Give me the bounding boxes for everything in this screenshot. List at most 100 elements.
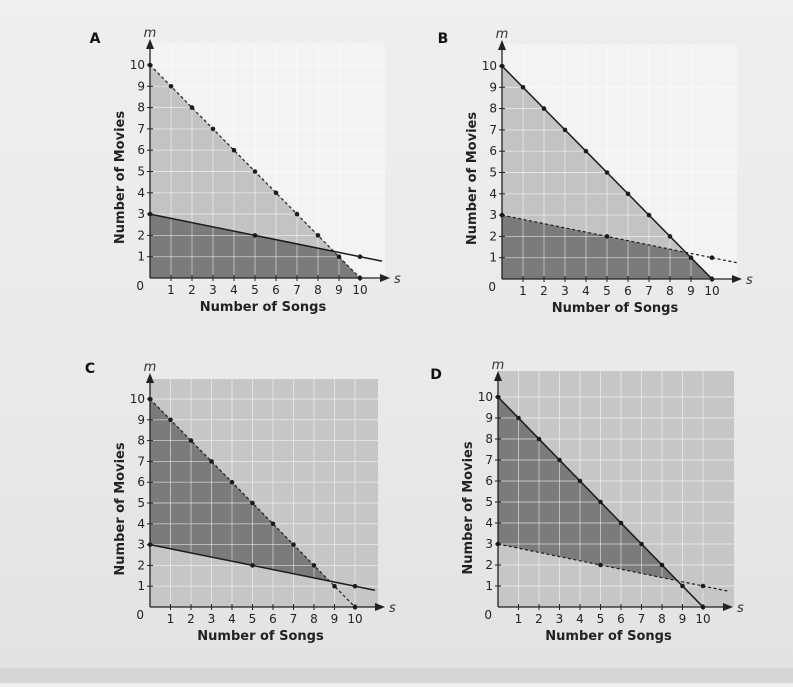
data-point (315, 233, 321, 238)
x-tick-label: 9 (687, 284, 695, 298)
data-point (659, 562, 665, 568)
data-point (639, 541, 644, 547)
data-point (168, 84, 174, 89)
y-tick-label: 8 (137, 101, 145, 115)
x-tick-label: 4 (230, 283, 238, 297)
x-tick-label: 2 (188, 283, 196, 297)
y-tick-label: 3 (137, 207, 145, 221)
y-tick-label: 8 (485, 432, 493, 446)
data-point (209, 459, 214, 464)
data-point (688, 255, 694, 260)
origin-label: 0 (136, 608, 144, 622)
data-point (680, 583, 685, 589)
x-variable-label: s (389, 601, 396, 616)
x-tick-label: 2 (535, 612, 543, 626)
data-point (147, 542, 153, 547)
data-point (250, 500, 255, 506)
y-tick-label: 5 (489, 166, 497, 180)
y-tick-label: 7 (489, 123, 497, 137)
data-point (646, 212, 652, 218)
data-point (168, 417, 173, 423)
x-variable-label: s (394, 272, 401, 287)
x-tick-label: 5 (251, 283, 259, 297)
x-tick-label: 7 (290, 612, 298, 626)
data-point (598, 499, 603, 505)
answer-choice-label: C (85, 361, 95, 377)
y-tick-label: 2 (489, 229, 497, 243)
data-point (700, 583, 706, 589)
y-tick-label: 7 (137, 122, 145, 136)
x-axis-title: Number of Songs (200, 300, 327, 315)
x-tick-label: 6 (272, 283, 280, 297)
x-tick-label: 2 (187, 612, 195, 626)
y-tick-label: 1 (137, 579, 145, 593)
data-point (147, 396, 153, 402)
y-tick-label: 1 (137, 250, 145, 264)
y-tick-label: 9 (137, 413, 145, 427)
y-tick-label: 6 (489, 144, 497, 158)
y-variable-label: m (144, 26, 157, 41)
data-point (311, 563, 317, 568)
y-tick-label: 6 (137, 475, 145, 489)
y-tick-label: 9 (137, 79, 145, 93)
y-tick-label: 8 (137, 434, 145, 448)
data-point (604, 234, 610, 239)
x-tick-label: 8 (310, 612, 318, 626)
data-point (188, 438, 194, 443)
x-tick-label: 10 (695, 612, 710, 626)
y-axis-arrow (498, 40, 506, 50)
data-point (583, 148, 589, 154)
y-axis-arrow (146, 373, 154, 383)
boundary-line-solid (149, 543, 376, 591)
y-tick-label: 6 (137, 143, 145, 157)
y-tick-label: 3 (489, 208, 497, 222)
y-tick-label: 10 (130, 58, 145, 72)
answer-choice-label: D (430, 367, 442, 383)
y-tick-label: 3 (137, 538, 145, 552)
x-tick-label: 1 (515, 612, 523, 626)
x-tick-label: 1 (519, 284, 527, 298)
origin-label: 0 (136, 279, 144, 293)
y-tick-label: 4 (137, 186, 145, 200)
data-point (273, 190, 279, 196)
y-tick-label: 5 (137, 496, 145, 510)
data-point (562, 127, 568, 133)
x-tick-label: 6 (624, 284, 632, 298)
y-variable-label: m (496, 27, 509, 42)
data-point (604, 170, 610, 175)
answer-choice-label: B (438, 31, 449, 47)
x-tick-label: 9 (335, 283, 343, 297)
data-point (557, 457, 562, 463)
data-point (709, 276, 715, 282)
y-variable-label: m (492, 358, 505, 373)
x-tick-label: 7 (645, 284, 653, 298)
x-tick-label: 7 (638, 612, 646, 626)
y-tick-label: 4 (489, 187, 497, 201)
y-tick-label: 2 (137, 228, 145, 242)
x-tick-label: 3 (556, 612, 564, 626)
x-tick-label: 8 (666, 284, 674, 298)
x-tick-label: 10 (347, 612, 362, 626)
y-axis-arrow (146, 39, 154, 49)
x-axis-arrow (375, 603, 385, 611)
data-point (231, 147, 237, 153)
data-point (495, 394, 501, 400)
y-tick-label: 1 (489, 251, 497, 265)
x-tick-label: 9 (331, 612, 339, 626)
data-point (577, 478, 583, 484)
x-tick-label: 4 (576, 612, 584, 626)
x-tick-label: 3 (561, 284, 569, 298)
y-tick-label: 7 (137, 454, 145, 468)
boundary-line-dashed (497, 543, 729, 592)
y-tick-label: 6 (485, 474, 493, 488)
x-axis-arrow (732, 275, 742, 283)
data-point (252, 233, 258, 238)
y-tick-label: 5 (137, 165, 145, 179)
x-tick-label: 9 (679, 612, 687, 626)
y-tick-label: 4 (485, 516, 493, 530)
data-point (294, 211, 300, 217)
